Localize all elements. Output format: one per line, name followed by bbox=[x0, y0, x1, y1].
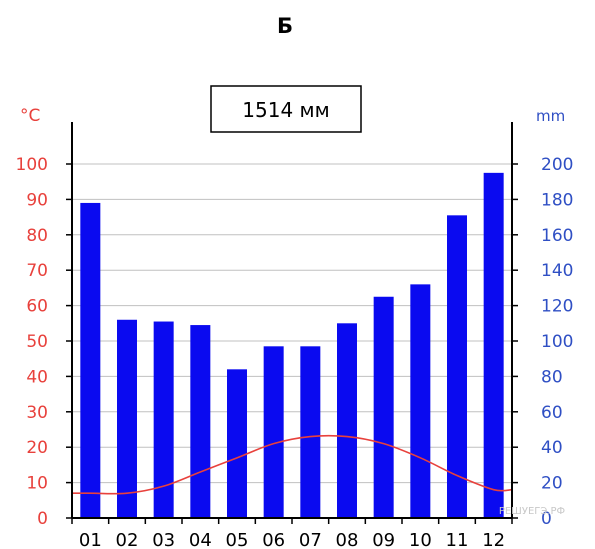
right-tick-label: 40 bbox=[541, 438, 563, 458]
left-tick-label: 50 bbox=[26, 332, 48, 352]
x-tick-label: 02 bbox=[116, 530, 139, 549]
left-tick-label: 60 bbox=[26, 297, 48, 317]
left-axis-unit: °C bbox=[20, 106, 40, 126]
x-tick-label: 10 bbox=[409, 530, 432, 549]
right-tick-label: 0 bbox=[541, 509, 552, 529]
left-tick-label: 70 bbox=[26, 261, 48, 281]
x-tick-label: 07 bbox=[299, 530, 322, 549]
precip-bar bbox=[483, 172, 504, 518]
total-precip-text: 1514 мм bbox=[242, 98, 329, 122]
precip-bar bbox=[337, 323, 357, 518]
precip-bar bbox=[263, 346, 284, 518]
x-tick-label: 04 bbox=[189, 530, 212, 549]
right-tick-label: 180 bbox=[541, 190, 573, 210]
temperature-line bbox=[72, 434, 513, 495]
left-tick-label: 10 bbox=[26, 474, 48, 494]
x-tick-label: 11 bbox=[446, 530, 469, 549]
watermark: РЕШУЕГЭ.РФ bbox=[499, 506, 566, 517]
precip-bar bbox=[153, 321, 174, 518]
right-tick-label: 120 bbox=[541, 297, 573, 317]
temperature-line-group bbox=[72, 434, 513, 495]
x-tick-label: 05 bbox=[226, 530, 249, 549]
precipitation-bars bbox=[80, 172, 504, 518]
left-tick-label: 20 bbox=[26, 438, 48, 458]
left-tick-label: 80 bbox=[26, 226, 48, 246]
right-tick-label: 200 bbox=[541, 155, 573, 175]
precip-bar bbox=[447, 215, 467, 518]
precip-bar bbox=[410, 284, 431, 518]
gridlines bbox=[72, 163, 512, 484]
right-tick-label: 20 bbox=[541, 474, 563, 494]
precip-bar bbox=[227, 369, 247, 518]
precip-bar bbox=[190, 325, 211, 518]
left-tick-label: 40 bbox=[26, 367, 48, 387]
precip-bar bbox=[300, 346, 321, 518]
precip-bar bbox=[117, 319, 137, 518]
precip-bar bbox=[80, 202, 101, 518]
right-tick-label: 80 bbox=[541, 367, 563, 387]
x-tick-label: 12 bbox=[482, 530, 505, 549]
x-tick-label: 08 bbox=[336, 530, 359, 549]
tick-labels: 0102030405060708090100020406080100120140… bbox=[16, 155, 574, 549]
x-tick-label: 03 bbox=[152, 530, 175, 549]
left-tick-label: 100 bbox=[16, 155, 48, 175]
right-axis-unit: mm bbox=[536, 107, 565, 125]
total-precip-box bbox=[210, 85, 362, 133]
precip-bar bbox=[373, 296, 394, 518]
x-tick-label: 01 bbox=[79, 530, 102, 549]
right-tick-label: 140 bbox=[541, 261, 573, 281]
left-tick-label: 90 bbox=[26, 190, 48, 210]
x-tick-label: 06 bbox=[262, 530, 285, 549]
right-tick-label: 60 bbox=[541, 403, 563, 423]
x-tick-label: 09 bbox=[372, 530, 395, 549]
left-tick-label: 0 bbox=[37, 509, 48, 529]
left-tick-label: 30 bbox=[26, 403, 48, 423]
chart-heading: Б bbox=[277, 14, 293, 38]
right-tick-label: 160 bbox=[541, 226, 573, 246]
axes bbox=[66, 122, 518, 524]
right-tick-label: 100 bbox=[541, 332, 573, 352]
